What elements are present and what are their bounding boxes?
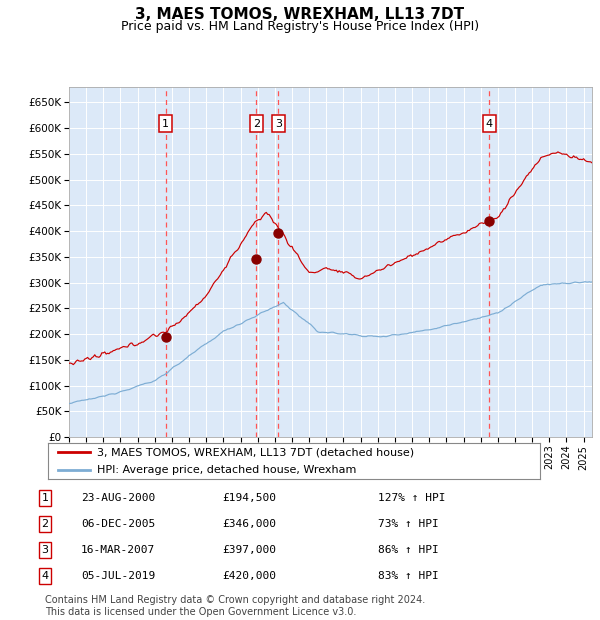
Text: 3, MAES TOMOS, WREXHAM, LL13 7DT (detached house): 3, MAES TOMOS, WREXHAM, LL13 7DT (detach…	[97, 448, 415, 458]
Text: 2: 2	[253, 118, 260, 128]
Text: 1: 1	[41, 493, 49, 503]
Text: 06-DEC-2005: 06-DEC-2005	[81, 519, 155, 529]
Text: 05-JUL-2019: 05-JUL-2019	[81, 571, 155, 581]
Text: 3, MAES TOMOS, WREXHAM, LL13 7DT: 3, MAES TOMOS, WREXHAM, LL13 7DT	[136, 7, 464, 22]
Text: £346,000: £346,000	[222, 519, 276, 529]
Text: 3: 3	[275, 118, 282, 128]
Text: 3: 3	[41, 545, 49, 555]
Text: 127% ↑ HPI: 127% ↑ HPI	[378, 493, 445, 503]
Text: 4: 4	[41, 571, 49, 581]
Text: 16-MAR-2007: 16-MAR-2007	[81, 545, 155, 555]
Text: 83% ↑ HPI: 83% ↑ HPI	[378, 571, 439, 581]
Text: Contains HM Land Registry data © Crown copyright and database right 2024.
This d: Contains HM Land Registry data © Crown c…	[45, 595, 425, 617]
Text: £420,000: £420,000	[222, 571, 276, 581]
Text: 86% ↑ HPI: 86% ↑ HPI	[378, 545, 439, 555]
Text: 2: 2	[41, 519, 49, 529]
Text: 23-AUG-2000: 23-AUG-2000	[81, 493, 155, 503]
Text: Price paid vs. HM Land Registry's House Price Index (HPI): Price paid vs. HM Land Registry's House …	[121, 20, 479, 33]
Text: HPI: Average price, detached house, Wrexham: HPI: Average price, detached house, Wrex…	[97, 466, 356, 476]
Text: 4: 4	[486, 118, 493, 128]
Text: 73% ↑ HPI: 73% ↑ HPI	[378, 519, 439, 529]
Text: £397,000: £397,000	[222, 545, 276, 555]
Text: 1: 1	[162, 118, 169, 128]
Text: £194,500: £194,500	[222, 493, 276, 503]
